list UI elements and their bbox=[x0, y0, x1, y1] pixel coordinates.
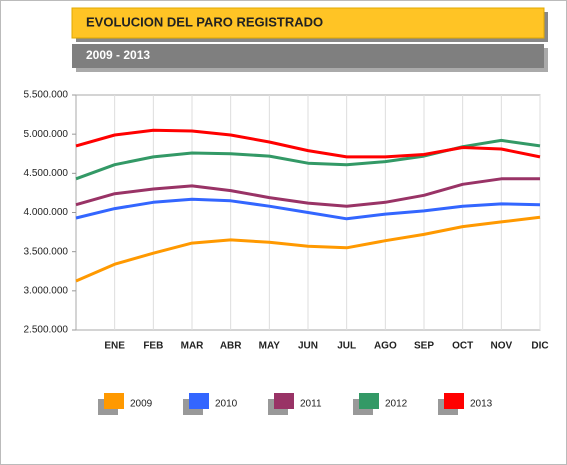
y-tick-label: 4.500.000 bbox=[24, 168, 69, 179]
x-tick-label: ENE bbox=[104, 341, 125, 352]
legend-swatch bbox=[444, 393, 464, 409]
series-line bbox=[75, 197, 541, 221]
x-tick-label: DIC bbox=[531, 341, 548, 352]
legend-label: 2013 bbox=[470, 399, 493, 410]
legend-label: 2009 bbox=[130, 399, 153, 410]
x-tick-label: FEB bbox=[143, 341, 163, 352]
x-tick-label: JUN bbox=[298, 341, 318, 352]
x-tick-label: NOV bbox=[490, 341, 512, 352]
legend-swatch bbox=[274, 393, 294, 409]
x-tick-label: AGO bbox=[374, 341, 397, 352]
x-tick-label: SEP bbox=[414, 341, 434, 352]
x-tick-label: MAY bbox=[259, 341, 281, 352]
chart-title: EVOLUCION DEL PARO REGISTRADO bbox=[86, 14, 323, 29]
subtitle-bar bbox=[72, 44, 544, 68]
x-tick-label: MAR bbox=[181, 341, 205, 352]
x-tick-label: JUL bbox=[337, 341, 356, 352]
x-tick-label: OCT bbox=[452, 341, 473, 352]
y-tick-label: 4.000.000 bbox=[24, 207, 69, 218]
series-line bbox=[75, 215, 541, 283]
series-line bbox=[75, 177, 540, 208]
y-tick-label: 3.500.000 bbox=[24, 246, 69, 257]
legend-swatch bbox=[189, 393, 209, 409]
legend-label: 2012 bbox=[385, 399, 408, 410]
legend-label: 2010 bbox=[215, 399, 238, 410]
title-bar bbox=[71, 7, 545, 39]
chart-subtitle: 2009 - 2013 bbox=[86, 48, 150, 62]
y-tick-label: 3.000.000 bbox=[24, 285, 69, 296]
legend-swatch bbox=[104, 393, 124, 409]
series-line bbox=[75, 128, 541, 159]
legend-label: 2011 bbox=[300, 399, 322, 410]
legend-swatch bbox=[359, 393, 379, 409]
x-tick-label: ABR bbox=[220, 341, 242, 352]
y-tick-label: 5.000.000 bbox=[24, 129, 69, 140]
y-tick-label: 2.500.000 bbox=[24, 325, 69, 336]
y-tick-label: 5.500.000 bbox=[24, 90, 69, 101]
